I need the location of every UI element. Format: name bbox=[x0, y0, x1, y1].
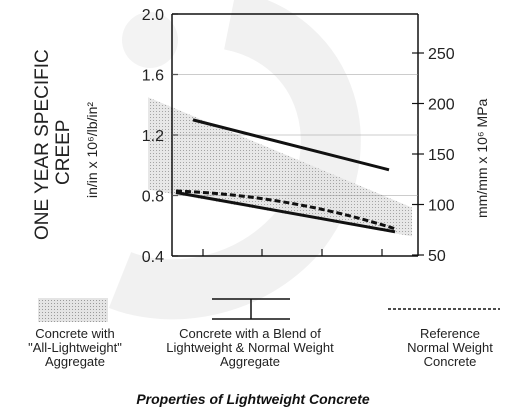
figure-caption: Properties of Lightweight Concrete bbox=[136, 391, 370, 407]
legend-band-line-3: Aggregate bbox=[45, 354, 105, 369]
ylabel-title-line-1: ONE YEAR SPECIFIC bbox=[32, 49, 53, 240]
left-tick-label: 0.8 bbox=[142, 189, 164, 206]
legend-solid-line-2: Lightweight & Normal Weight bbox=[166, 340, 334, 355]
legend-dashed-line-3: Concrete bbox=[423, 354, 477, 369]
ylabel-left-units: in/in x 10⁶/lb/in² bbox=[84, 102, 100, 198]
legend-band-line-2: "All-Lightweight" bbox=[28, 340, 122, 355]
legend-solid-line-1: Concrete with a Blend of bbox=[179, 326, 321, 341]
legend-solid-line-3: Aggregate bbox=[220, 354, 280, 369]
legend-label-band: Concrete with "All-Lightweight" Aggregat… bbox=[20, 327, 130, 369]
series-blend-upper-line bbox=[192, 118, 390, 172]
left-tick-label: 1.2 bbox=[142, 128, 164, 145]
legend-label-solid: Concrete with a Blend of Lightweight & N… bbox=[150, 327, 350, 369]
right-tick-label: 50 bbox=[428, 248, 446, 265]
legend-label-dashed: Reference Normal Weight Concrete bbox=[396, 327, 504, 369]
right-tick-label: 100 bbox=[428, 198, 455, 215]
left-tick-label: 2.0 bbox=[142, 7, 164, 24]
left-tick-label: 1.6 bbox=[142, 68, 164, 85]
legend-dashed-line-1: Reference bbox=[420, 326, 480, 341]
legend-swatch-solid bbox=[212, 298, 290, 320]
legend-band-line-1: Concrete with bbox=[35, 326, 115, 341]
legend-swatch-band bbox=[38, 298, 108, 322]
left-tick-label: 0.4 bbox=[142, 249, 164, 266]
legend-dashed-line-2: Normal Weight bbox=[407, 340, 493, 355]
series-band-all-lightweight bbox=[148, 97, 412, 237]
ylabel-right-units: mm/mm x 10⁶ MPa bbox=[474, 98, 490, 218]
series-reference-normal-weight bbox=[175, 189, 396, 231]
series-blend-lower-line bbox=[175, 190, 396, 234]
right-tick-label: 250 bbox=[428, 46, 455, 63]
ylabel-title-line-2: CREEP bbox=[53, 120, 74, 185]
right-tick-label: 150 bbox=[428, 147, 455, 164]
right-tick-label: 200 bbox=[428, 97, 455, 114]
